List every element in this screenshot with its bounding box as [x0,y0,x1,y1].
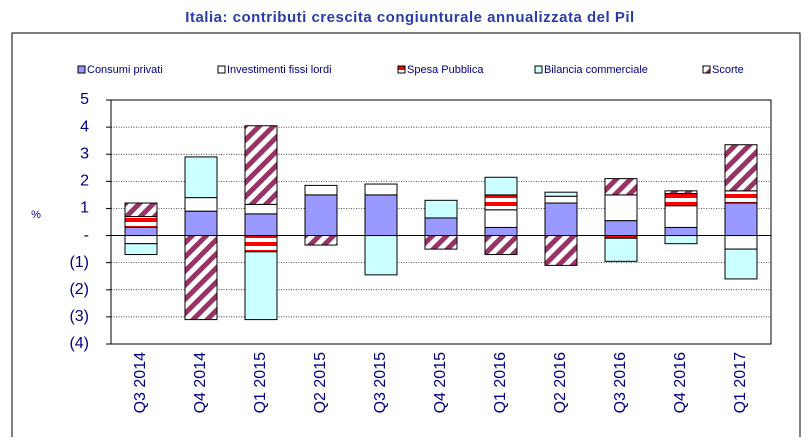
bar-segment [304,235,338,246]
bar-segment [724,144,758,192]
y-tick-label: (1) [69,254,89,271]
y-tick-label: 1 [80,200,89,217]
bar-segment [304,184,338,196]
y-tick-label: (3) [69,308,89,325]
bar-segment [724,190,758,204]
x-tick-label: Q3 2016 [612,352,629,413]
bar-segment [304,194,338,237]
chart-title: Italia: contributi crescita congiuntural… [185,9,634,26]
bar-segment [544,235,578,266]
x-tick-label: Q1 2016 [492,352,509,413]
x-tick-label: Q2 2016 [552,352,569,413]
bar-segment [424,235,458,250]
x-tick-label: Q1 2015 [252,352,269,413]
legend-swatch [702,65,711,74]
bar-segment [124,202,158,218]
bar-segment [484,226,518,237]
bar-segment [184,197,218,212]
bar-segment [364,235,398,276]
y-tick-label: 5 [80,91,89,108]
bar-segment [244,203,278,215]
legend-swatch [397,65,406,74]
bar-segment [124,216,158,228]
y-tick-label: (4) [69,335,89,352]
bar-segment [724,235,758,250]
bar-segment [124,226,158,237]
x-tick-label: Q4 2015 [432,352,449,413]
x-tick-label: Q3 2014 [132,352,149,413]
bar-segment [484,176,518,196]
y-tick-label: 3 [80,145,89,162]
legend-label: Bilancia commerciale [544,64,648,76]
bar-segment [484,209,518,228]
bar-segment [244,235,278,253]
bar-segment [484,235,518,256]
bar-segment [244,213,278,237]
legend-swatch [217,65,226,74]
bar-segment [724,202,758,237]
bar-segment [364,183,398,196]
bar-segment [664,235,698,245]
bar-segment [604,178,638,196]
bar-segment [184,156,218,199]
legend-swatch [77,65,86,74]
legend-swatch [534,65,543,74]
bar-segment [184,210,218,237]
x-tick-label: Q3 2015 [372,352,389,413]
bar-segment [544,195,578,204]
bar-segment [124,235,158,245]
y-tick-label: (2) [69,281,89,298]
bar-segment [424,217,458,237]
bar-segment [664,193,698,207]
x-tick-label: Q4 2014 [192,352,209,413]
bar-segment [364,194,398,237]
bar-segment [604,194,638,222]
legend-label: Consumi privati [87,64,163,76]
bar-segment [484,194,518,211]
bar-segment [184,235,218,321]
bar-segment [124,243,158,256]
legend-label: Investimenti fissi lordi [227,64,332,76]
x-tick-label: Q1 2017 [732,352,749,413]
x-tick-label: Q4 2016 [672,352,689,413]
y-tick-label: 2 [80,173,89,190]
x-tick-label: Q2 2015 [312,352,329,413]
bar-segment [544,202,578,237]
bar-segment [664,226,698,237]
y-tick-label: 4 [80,118,89,135]
bar-segment [544,191,578,197]
bar-segment [724,248,758,280]
legend-label: Spesa Pubblica [407,64,484,76]
bar-segment [244,251,278,321]
y-axis-label: % [31,209,41,221]
bar-segment [604,237,638,262]
legend-label: Scorte [712,64,744,76]
y-tick-label: - [84,227,89,244]
chart-frame [11,32,801,442]
bar-segment [664,205,698,228]
bar-segment [424,199,458,219]
bar-segment [244,125,278,205]
bar-segment [604,220,638,237]
bar-segment [664,190,698,195]
